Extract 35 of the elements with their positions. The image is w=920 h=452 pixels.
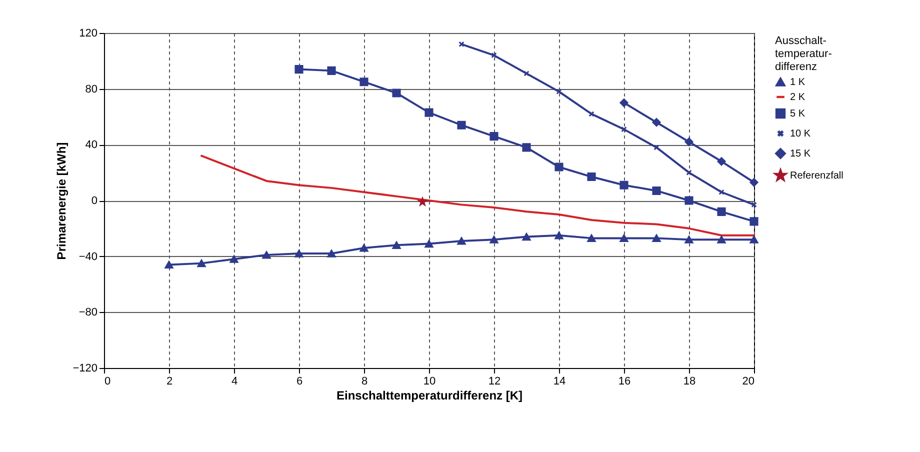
x-tick-label: 20 — [742, 376, 754, 388]
legend-label: 2 K — [790, 92, 806, 103]
y-tick-label: 40 — [85, 139, 98, 152]
y-tick-label: −40 — [78, 250, 98, 263]
x-tick-label: 6 — [296, 376, 303, 388]
point — [654, 144, 660, 150]
y-tick-label: −120 — [72, 362, 98, 374]
x-tick-label: 16 — [618, 376, 631, 388]
legend-label: 1 K — [790, 77, 806, 88]
legend-label: 5 K — [790, 108, 806, 120]
legend-label: Referenzfall — [790, 170, 844, 182]
point — [621, 126, 627, 132]
legend-label: 10 K — [790, 128, 811, 140]
point — [588, 111, 594, 117]
x-tick-label: 8 — [361, 376, 368, 388]
x-tick-label: 14 — [553, 376, 566, 388]
point — [686, 170, 692, 176]
y-tick-label: 120 — [79, 28, 98, 40]
y-axis-title: Primarenergie [kWh] — [54, 142, 69, 260]
point — [556, 88, 562, 94]
y-tick-label: 80 — [85, 83, 98, 96]
x-axis-title: Einschalttemperaturdifferenz [K] — [336, 388, 523, 402]
x-tick-label: 12 — [488, 376, 501, 388]
legend-label: 15 K — [790, 148, 811, 160]
x-tick-label: 18 — [683, 376, 696, 388]
legend-title: Ausschalt-temperatur-differenz — [775, 35, 832, 73]
y-tick-label: 0 — [91, 195, 98, 207]
point — [491, 52, 497, 58]
x-tick-label: 10 — [423, 376, 436, 388]
x-tick-label: 2 — [166, 376, 173, 388]
x-tick-label: 0 — [104, 376, 111, 388]
y-tick-label: −80 — [78, 306, 98, 319]
point — [524, 70, 530, 76]
point — [718, 189, 724, 195]
x-tick-label: 4 — [231, 376, 238, 388]
